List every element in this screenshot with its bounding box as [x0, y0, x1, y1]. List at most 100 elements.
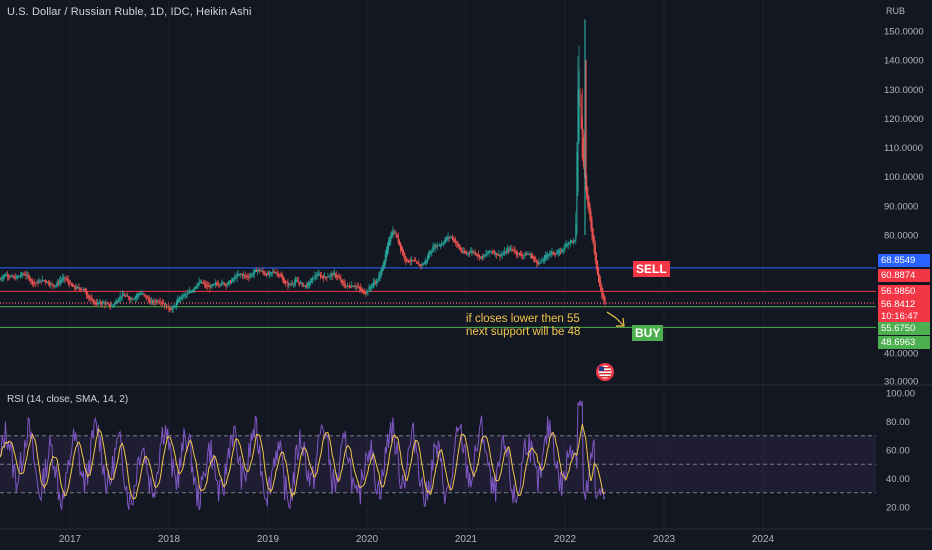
candle-body: [77, 287, 79, 288]
candle-body: [65, 278, 67, 280]
time-tick-label: 2024: [752, 534, 775, 545]
candle-body: [313, 278, 315, 280]
candle-body: [95, 302, 97, 305]
candle-body: [93, 301, 95, 303]
price-label-dark[interactable]: 56.9850: [878, 285, 930, 298]
chart-title[interactable]: U.S. Dollar / Russian Ruble, 1D, IDC, He…: [7, 6, 252, 18]
price-label-green-top[interactable]: 55.6750: [878, 322, 930, 335]
candle-body: [169, 307, 171, 311]
rsi-tick-label: 40.00: [886, 474, 910, 485]
price-tick-label: 140.0000: [884, 56, 924, 67]
candle-body: [574, 240, 576, 242]
candle-body: [115, 300, 117, 304]
time-axis[interactable]: 2017 2018 2019 2020 2021 2022 2023 2024: [0, 528, 932, 545]
candle-body: [354, 286, 356, 288]
candle-body: [210, 285, 212, 288]
flag-stripe: [599, 376, 611, 378]
us-flag-icon[interactable]: [596, 363, 614, 381]
candle-body: [7, 275, 9, 277]
candle-body: [449, 237, 451, 238]
candle-body: [35, 282, 37, 284]
candle-body: [319, 274, 321, 277]
candle-body: [275, 272, 277, 274]
candle-body: [378, 275, 380, 282]
candle-body: [277, 272, 279, 276]
candle-body: [314, 274, 316, 279]
rsi-indicator-label[interactable]: RSI (14, close, SMA, 14, 2): [7, 394, 129, 405]
candle-body: [224, 283, 226, 285]
candle-body: [506, 250, 508, 253]
candle-body: [497, 254, 499, 256]
time-tick-label: 2018: [158, 534, 181, 545]
candle-body: [576, 151, 578, 233]
candle-body: [66, 278, 68, 280]
candle-body: [40, 281, 42, 283]
candle-body: [276, 272, 278, 274]
candle-body: [306, 283, 308, 287]
candle-body: [542, 259, 544, 261]
candle-body: [425, 259, 428, 262]
candle-body: [353, 286, 355, 288]
candle-body: [179, 296, 181, 302]
candle-body: [329, 274, 331, 277]
candle-body: [199, 282, 201, 284]
candle-body: [122, 295, 124, 296]
candle-body: [50, 283, 52, 285]
candle-body: [358, 286, 360, 289]
candle-body: [548, 254, 550, 256]
candle-body: [225, 284, 227, 286]
candle-body: [21, 272, 23, 276]
candle-body: [114, 302, 116, 306]
candle-body: [515, 250, 517, 254]
candle-body: [405, 256, 407, 262]
candle-body: [263, 271, 265, 275]
candle-body: [531, 256, 534, 258]
candle-body: [577, 88, 579, 193]
price-label-green-bottom[interactable]: 48.6963: [878, 336, 930, 349]
candle-body: [79, 287, 81, 290]
candle-body: [272, 271, 274, 273]
candle-body: [384, 253, 386, 264]
candle-body: [183, 294, 185, 297]
candle-body: [454, 238, 456, 243]
candle-body: [369, 286, 371, 290]
candle-body: [42, 280, 44, 282]
time-tick-label: 2021: [455, 534, 478, 545]
price-tick-label: 120.0000: [884, 114, 924, 125]
candle-body: [132, 299, 134, 300]
candle-body: [385, 249, 387, 259]
candle-body: [417, 262, 419, 264]
candle-body: [441, 243, 443, 246]
candle-body: [484, 254, 486, 256]
candle-body: [267, 274, 270, 275]
candle-body: [540, 259, 542, 263]
candle-body: [262, 270, 264, 273]
candle-body: [251, 274, 253, 276]
price-label-blue[interactable]: 68.8549: [878, 254, 930, 267]
candle-body: [491, 251, 494, 253]
candle-body: [130, 298, 132, 300]
candle-body: [500, 254, 502, 256]
candle-body: [103, 302, 105, 304]
candle-body: [14, 276, 16, 280]
candle-body: [0, 279, 1, 281]
candle-body: [298, 281, 300, 283]
candle-body: [223, 282, 225, 286]
candle-body: [268, 272, 271, 275]
candle-body: [69, 283, 71, 284]
candle-body: [26, 274, 28, 276]
price-label-red-top[interactable]: 60.8874: [878, 269, 930, 282]
candle-body: [422, 264, 424, 266]
candle-body: [156, 300, 158, 303]
candle-body: [138, 294, 140, 296]
candle-body: [288, 283, 290, 285]
candle-body: [368, 286, 370, 292]
candle-body: [582, 137, 584, 166]
candle-body: [534, 257, 536, 260]
candle-body: [123, 295, 126, 297]
candle-body: [451, 237, 453, 240]
price-label-current[interactable]: 56.8412: [878, 298, 930, 311]
candle-body: [241, 274, 244, 277]
candle-body: [168, 306, 170, 310]
candle-body: [509, 247, 511, 251]
